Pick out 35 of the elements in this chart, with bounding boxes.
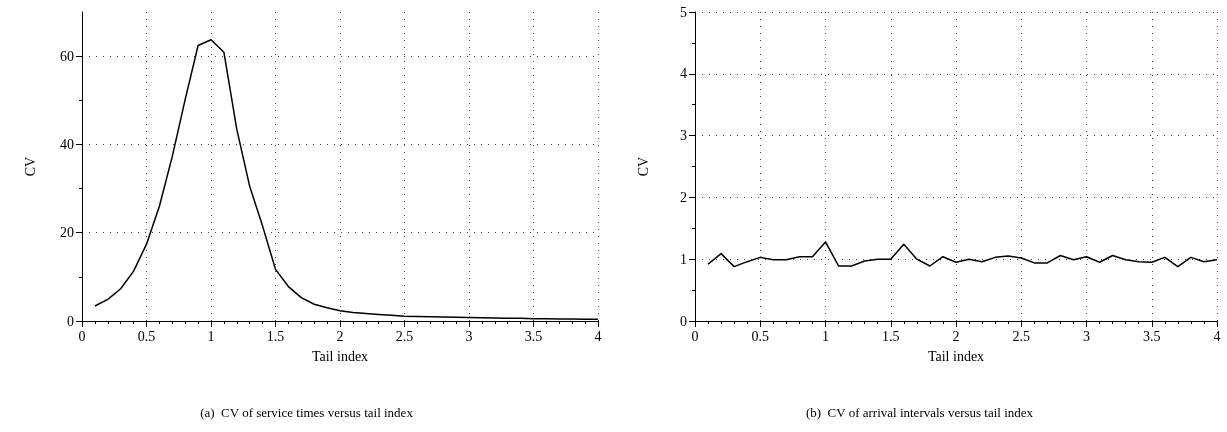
x-tick-label: 1 bbox=[207, 328, 215, 344]
x-tick-label: 2 bbox=[336, 328, 344, 344]
x-tick-label: 3 bbox=[465, 328, 473, 344]
x-tick-label: 2.5 bbox=[1012, 328, 1030, 344]
y-tick-label: 20 bbox=[60, 225, 74, 241]
x-tick-label: 4 bbox=[1213, 328, 1221, 344]
y-tick-label: 40 bbox=[60, 136, 74, 152]
y-tick-label: 0 bbox=[680, 313, 687, 329]
y-tick-label: 4 bbox=[680, 66, 687, 82]
y-tick-label: 60 bbox=[60, 48, 74, 64]
text: (b) CV of arrival intervals versus tail index bbox=[805, 405, 1034, 420]
x-tick-label: 1 bbox=[822, 328, 829, 344]
x-tick-label: 0 bbox=[78, 328, 86, 344]
x-tick-label: 1.5 bbox=[266, 328, 285, 344]
x-tick-label: 3.5 bbox=[1143, 328, 1161, 344]
x-tick-label: 0.5 bbox=[137, 328, 156, 344]
y-axis-title: CV bbox=[22, 156, 38, 177]
y-tick-label: 2 bbox=[680, 189, 687, 205]
y-tick-label: 0 bbox=[67, 313, 74, 329]
x-tick-label: 3.5 bbox=[524, 328, 543, 344]
x-tick-label: 4 bbox=[594, 328, 602, 344]
line-series bbox=[707, 241, 1218, 268]
text: (a) CV of service times versus tail index bbox=[200, 405, 414, 420]
x-tick-label: 2 bbox=[952, 328, 960, 344]
y-axis-title: CV bbox=[635, 156, 651, 177]
x-tick-label: 2.5 bbox=[395, 328, 414, 344]
x-tick-label: 0.5 bbox=[751, 328, 769, 344]
x-axis-title: Tail index bbox=[927, 348, 985, 364]
y-tick-label: 5 bbox=[680, 4, 687, 20]
x-axis-title: Tail index bbox=[311, 348, 369, 364]
x-tick-label: 3 bbox=[1083, 328, 1090, 344]
y-tick-label: 3 bbox=[680, 128, 687, 144]
x-tick-label: 0 bbox=[691, 328, 699, 344]
y-tick-label: 1 bbox=[680, 251, 687, 267]
x-tick-label: 1.5 bbox=[882, 328, 900, 344]
